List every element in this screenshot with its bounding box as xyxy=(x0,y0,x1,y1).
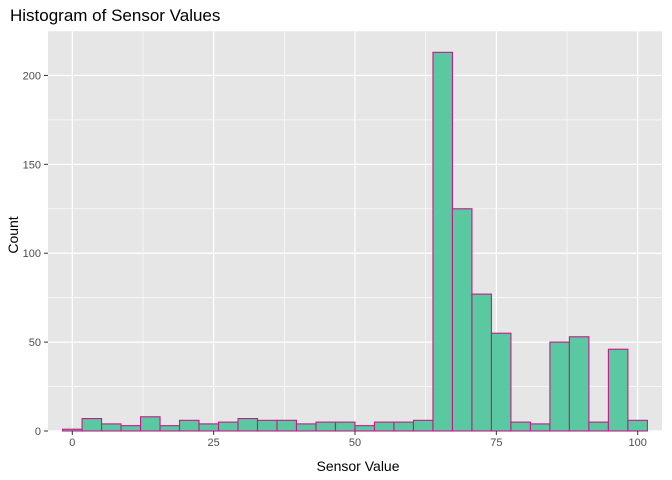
histogram-bar xyxy=(549,341,570,432)
x-axis: 0 25 50 75 100 xyxy=(69,431,647,449)
x-tick-label: 25 xyxy=(208,437,220,449)
histogram-bar xyxy=(529,423,551,432)
histogram-bars xyxy=(62,51,648,432)
histogram-bar xyxy=(373,421,395,432)
y-axis-label: Count xyxy=(5,216,21,253)
histogram-bar xyxy=(393,421,415,432)
histogram-bar xyxy=(178,419,200,432)
histogram-bar xyxy=(295,423,317,432)
histogram-bar xyxy=(627,419,648,432)
x-tick-label: 100 xyxy=(629,437,647,449)
chart-title: Histogram of Sensor Values xyxy=(10,6,220,25)
histogram-bar xyxy=(276,419,298,432)
histogram-bar xyxy=(120,425,142,432)
histogram-bar xyxy=(315,421,337,432)
histogram-bar xyxy=(101,423,122,432)
y-tick-label: 0 xyxy=(35,426,41,438)
histogram-bar xyxy=(490,332,512,432)
y-tick-label: 50 xyxy=(29,337,41,349)
histogram-bar xyxy=(412,419,434,432)
x-axis-label: Sensor Value xyxy=(316,458,399,474)
histogram-bar xyxy=(588,421,609,432)
histogram-bar xyxy=(568,336,590,432)
histogram-bar xyxy=(217,421,239,432)
histogram-bar xyxy=(159,425,181,432)
y-tick-label: 100 xyxy=(23,248,41,260)
y-axis: 0 50 100 150 200 xyxy=(23,70,48,438)
histogram-bar xyxy=(62,428,83,432)
y-tick-label: 200 xyxy=(23,70,41,82)
histogram-bar xyxy=(451,208,473,432)
histogram-bar xyxy=(198,423,220,432)
histogram-bar xyxy=(256,419,278,432)
histogram-bar xyxy=(354,425,376,432)
histogram-bar xyxy=(607,348,629,432)
histogram-bar xyxy=(139,416,161,432)
histogram-bar xyxy=(471,293,492,432)
x-tick-label: 0 xyxy=(69,437,75,449)
x-tick-label: 50 xyxy=(349,437,361,449)
y-tick-label: 150 xyxy=(23,159,41,171)
histogram-bar xyxy=(510,421,531,432)
histogram-bar xyxy=(237,418,259,432)
histogram-bar xyxy=(334,421,356,432)
histogram-bar xyxy=(432,51,453,432)
histogram-bar xyxy=(81,418,103,432)
x-tick-label: 75 xyxy=(490,437,502,449)
